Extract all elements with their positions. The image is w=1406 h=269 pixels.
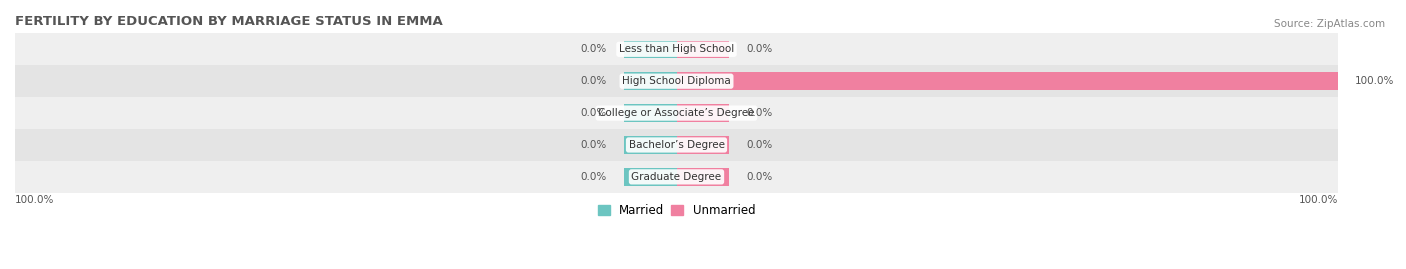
Bar — [15, 33, 1339, 65]
Text: 0.0%: 0.0% — [747, 108, 772, 118]
Text: 0.0%: 0.0% — [581, 108, 607, 118]
Text: FERTILITY BY EDUCATION BY MARRIAGE STATUS IN EMMA: FERTILITY BY EDUCATION BY MARRIAGE STATU… — [15, 15, 443, 28]
Bar — [15, 161, 1339, 193]
Text: 0.0%: 0.0% — [747, 140, 772, 150]
Bar — [676, 168, 730, 186]
Bar — [624, 72, 676, 90]
Text: High School Diploma: High School Diploma — [621, 76, 731, 86]
Bar — [15, 97, 1339, 129]
Text: Source: ZipAtlas.com: Source: ZipAtlas.com — [1274, 19, 1385, 29]
Bar — [624, 104, 676, 122]
Text: 0.0%: 0.0% — [747, 172, 772, 182]
Text: College or Associate’s Degree: College or Associate’s Degree — [598, 108, 755, 118]
Text: 0.0%: 0.0% — [581, 172, 607, 182]
Bar — [15, 129, 1339, 161]
Bar — [624, 136, 676, 154]
Bar — [676, 104, 730, 122]
Text: 100.0%: 100.0% — [15, 195, 55, 205]
Text: Graduate Degree: Graduate Degree — [631, 172, 721, 182]
Legend: Married, Unmarried: Married, Unmarried — [593, 200, 761, 222]
Text: 0.0%: 0.0% — [581, 44, 607, 54]
Bar — [676, 136, 730, 154]
Bar — [624, 168, 676, 186]
Bar — [624, 41, 676, 58]
Bar — [15, 65, 1339, 97]
Text: Bachelor’s Degree: Bachelor’s Degree — [628, 140, 724, 150]
Bar — [676, 72, 1339, 90]
Text: 0.0%: 0.0% — [581, 140, 607, 150]
Text: 0.0%: 0.0% — [747, 44, 772, 54]
Bar — [676, 41, 730, 58]
Text: Less than High School: Less than High School — [619, 44, 734, 54]
Text: 100.0%: 100.0% — [1354, 76, 1393, 86]
Text: 0.0%: 0.0% — [581, 76, 607, 86]
Text: 100.0%: 100.0% — [1299, 195, 1339, 205]
